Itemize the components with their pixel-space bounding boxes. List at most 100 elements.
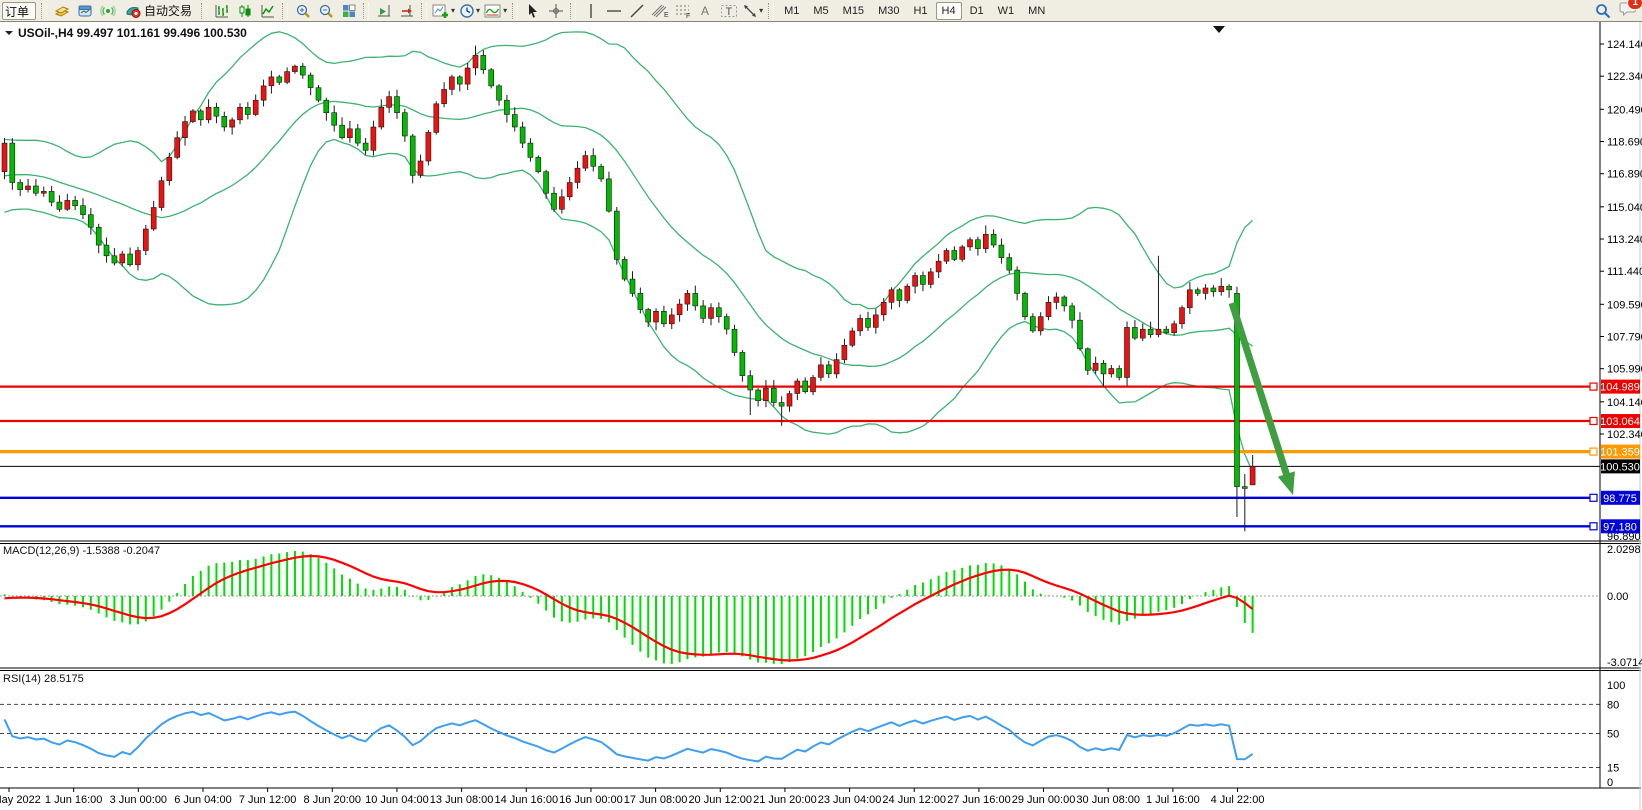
line-end-marker[interactable] [1589, 447, 1598, 456]
price-badge-text: 103.064 [1600, 416, 1640, 428]
candle-bear [598, 166, 604, 180]
bollinger-lower [4, 138, 1254, 473]
new-chart-button[interactable]: ▾ [431, 1, 456, 20]
candle-bear [998, 244, 1005, 258]
timeframe-m1[interactable]: M1 [784, 4, 800, 17]
trendline-tool-button[interactable] [626, 1, 647, 20]
candle-bull [1249, 466, 1256, 486]
candle-bear [778, 402, 785, 407]
chart-shift-button[interactable] [396, 1, 417, 20]
time-axis-label: 1 Jul 16:00 [1146, 794, 1200, 806]
candle-bear [504, 99, 510, 115]
candle-bull [252, 99, 259, 115]
candle-bear [1014, 269, 1020, 294]
tile-windows-button[interactable] [338, 1, 359, 20]
auto-scroll-button[interactable] [373, 1, 394, 20]
candle-bull [794, 380, 801, 394]
arrows-tool-button[interactable]: ▾ [741, 1, 764, 20]
timeframe-d1[interactable]: D1 [969, 4, 984, 17]
chart-surface[interactable]: 31 May 2022 1 Jun 16:00 3 Jun 00:00 6 Jun 0… [0, 22, 1642, 810]
bar-chart-type-button[interactable] [211, 1, 232, 20]
signals-icon[interactable] [97, 1, 118, 20]
timeframe-h1[interactable]: H1 [913, 4, 928, 17]
candle-bear [731, 328, 738, 353]
period-button[interactable]: ▾ [458, 1, 481, 20]
time-axis-label: 10 Jun 04:00 [365, 794, 429, 806]
candle-bull [668, 314, 675, 325]
candle-bear [1022, 293, 1028, 317]
line-end-marker[interactable] [1589, 416, 1598, 426]
indicators-icon [484, 4, 501, 17]
line-chart-type-button[interactable] [257, 1, 278, 20]
crosshair-tool-button[interactable] [545, 1, 566, 20]
channel-tool-button[interactable]: E [649, 1, 670, 20]
candle-bear [1210, 287, 1217, 292]
fibonacci-tool-button[interactable]: F [672, 1, 693, 20]
candle-bull [810, 377, 816, 393]
new-order-button[interactable]: 订单 [2, 1, 37, 20]
timeframe-w1[interactable]: W1 [997, 4, 1015, 17]
chart-group-icon[interactable] [51, 1, 72, 20]
candle-bear [80, 205, 86, 215]
tile-windows-icon [342, 4, 356, 17]
candle-bull [150, 207, 157, 230]
line-end-marker[interactable] [1589, 493, 1598, 502]
market-watch-icon[interactable] [74, 1, 95, 20]
yellow-box-icon [54, 5, 69, 17]
blue-window-icon [78, 5, 92, 16]
candle-bull [1053, 296, 1060, 303]
text-tool-button[interactable]: A [695, 1, 716, 20]
toolbar: 订单 自动交易 [0, 0, 1642, 22]
rsi-axis-label: 15 [1607, 762, 1619, 774]
vline-tool-button[interactable] [580, 1, 601, 20]
toolbar-grip [768, 2, 775, 19]
candle-bear [56, 201, 63, 210]
chart-shift-marker[interactable] [1213, 26, 1225, 33]
candle-bear [645, 309, 652, 323]
zoom-in-button[interactable] [292, 1, 313, 20]
hline-tool-button[interactable] [603, 1, 624, 20]
candle-bear [1006, 257, 1013, 271]
indicators-button[interactable]: ▾ [483, 1, 508, 20]
autotrade-button[interactable]: 自动交易 [120, 1, 197, 20]
bollinger-middle [4, 100, 1253, 367]
zoom-out-button[interactable] [315, 1, 336, 20]
text-label-tool-button[interactable]: T [718, 1, 739, 20]
line-end-marker[interactable] [1589, 522, 1598, 531]
candle-bull [229, 119, 235, 128]
drawn-arrow-head[interactable] [1277, 471, 1295, 495]
price-axis-label: 115.040 [1607, 202, 1642, 214]
search-icon[interactable] [1595, 3, 1611, 19]
timeframe-m5[interactable]: M5 [813, 4, 829, 17]
candle-bull [880, 301, 887, 316]
vertical-line-icon [589, 3, 592, 18]
text-label-icon: T [720, 4, 737, 18]
symbol-dropdown-icon[interactable] [5, 31, 13, 35]
toolbar-grip [512, 2, 519, 19]
timeframe-mn[interactable]: MN [1028, 4, 1046, 17]
macd-axis-min: -3.0714 [1607, 657, 1642, 669]
timeframe-h4[interactable]: H4 [935, 1, 962, 20]
candle-bull [433, 103, 440, 133]
candle-bull [378, 107, 385, 128]
candle-bear [535, 157, 542, 172]
price-axis-label: 107.790 [1607, 332, 1642, 344]
price-badge [1601, 459, 1640, 474]
notifications-button[interactable]: 1 [1619, 0, 1642, 21]
candle-bull [708, 307, 714, 319]
toolbar-grip [570, 2, 577, 19]
new-chart-icon [432, 4, 449, 18]
candle-bear [1085, 348, 1091, 371]
candle-bear [802, 380, 809, 392]
price-axis-label: 104.140 [1607, 397, 1642, 409]
line-end-marker[interactable] [1589, 382, 1598, 391]
candle-bear [88, 214, 94, 228]
candle-chart-type-button[interactable] [234, 1, 255, 20]
timeframe-m30[interactable]: M30 [878, 4, 900, 17]
drawn-arrow-line[interactable] [1228, 301, 1294, 487]
equidistant-channel-icon: E [651, 4, 669, 19]
candle-bear [48, 191, 55, 203]
timeframe-m15[interactable]: M15 [842, 4, 865, 17]
svg-text:A: A [701, 4, 709, 18]
cursor-tool-button[interactable] [522, 1, 543, 20]
